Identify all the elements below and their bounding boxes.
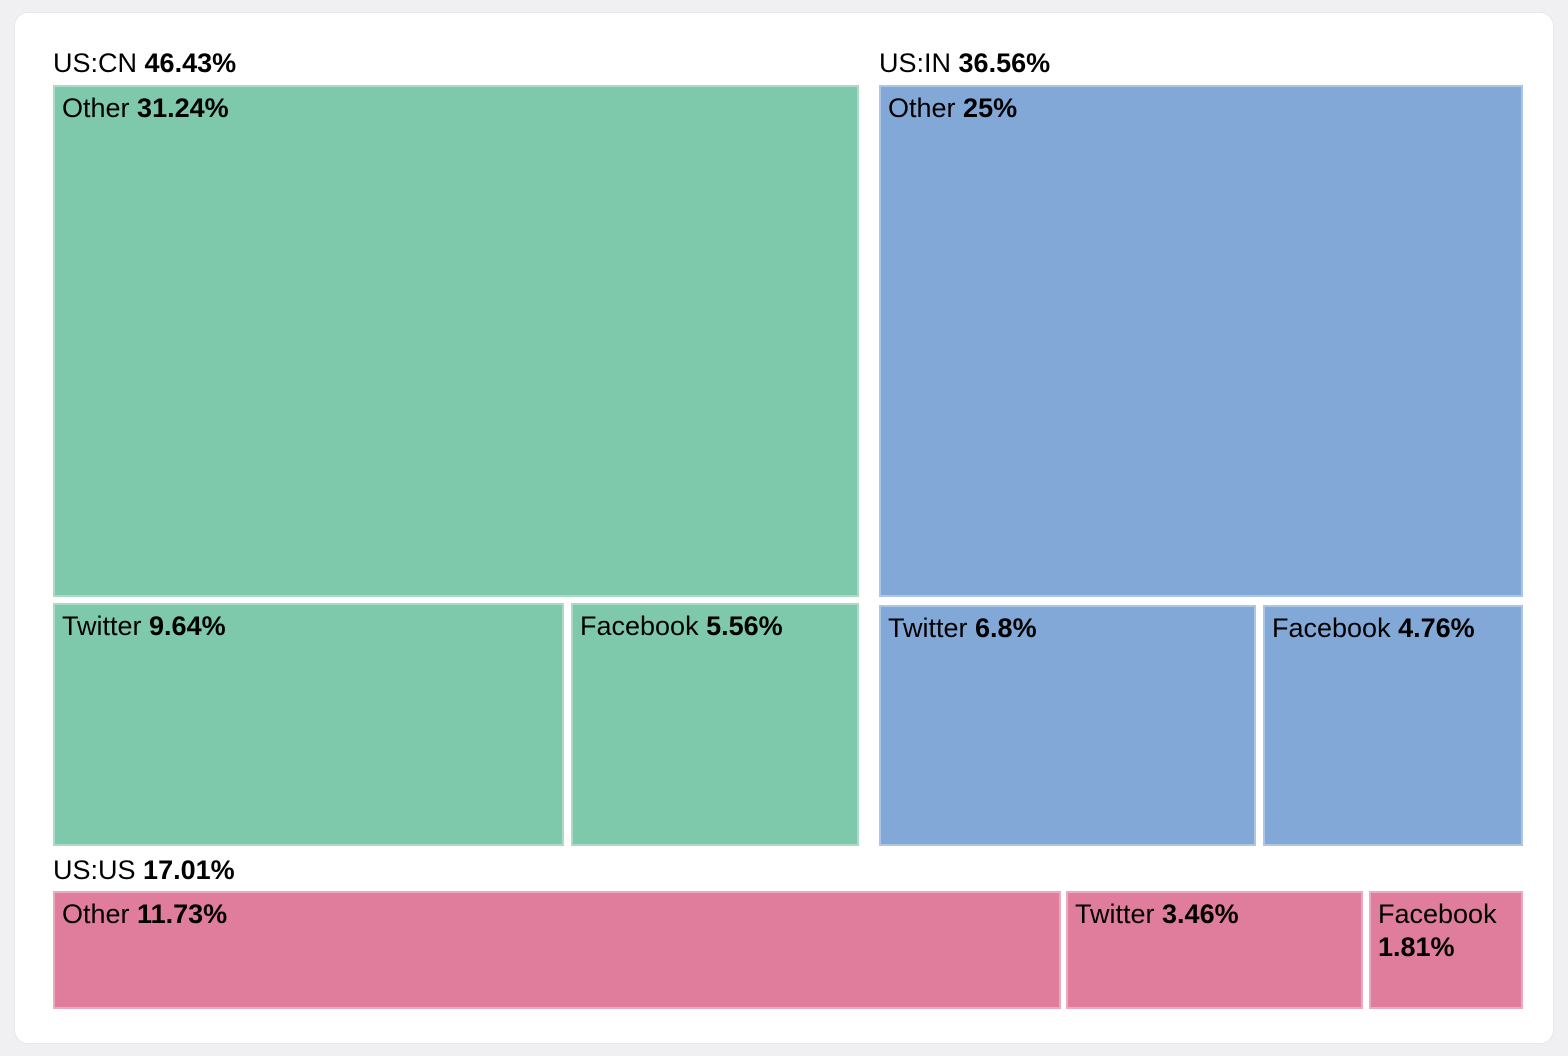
cell-label: Twitter 9.64%: [55, 605, 562, 643]
group-name: US:IN: [879, 48, 952, 78]
cell-label: Facebook 5.56%: [573, 605, 857, 643]
group-header-us-us[interactable]: US:US 17.01%: [53, 854, 235, 886]
cell-name: Other: [62, 899, 130, 929]
treemap-cell-us-cn-facebook[interactable]: Facebook 5.56%: [571, 603, 859, 846]
cell-percent: 6.8%: [975, 613, 1037, 643]
group-percent: 46.43%: [144, 48, 237, 78]
treemap-cell-us-in-facebook[interactable]: Facebook 4.76%: [1263, 605, 1523, 846]
cell-name: Other: [62, 93, 130, 123]
cell-name: Facebook: [1378, 899, 1497, 929]
cell-name: Other: [888, 93, 956, 123]
cell-label: Other 31.24%: [55, 87, 857, 125]
group-header-us-cn[interactable]: US:CN 46.43%: [53, 47, 236, 79]
cell-percent: 4.76%: [1398, 613, 1475, 643]
group-header-us-in[interactable]: US:IN 36.56%: [879, 47, 1050, 79]
group-name: US:CN: [53, 48, 138, 78]
treemap-cell-us-in-twitter[interactable]: Twitter 6.8%: [879, 605, 1256, 846]
cell-percent: 5.56%: [706, 611, 783, 641]
cell-name: Twitter: [888, 613, 968, 643]
cell-percent: 3.46%: [1162, 899, 1239, 929]
cell-label: Facebook 1.81%: [1371, 893, 1521, 964]
treemap-cell-us-in-other[interactable]: Other 25%: [879, 85, 1523, 597]
treemap-card: US:CN 46.43% Other 31.24% Twitter 9.64% …: [14, 12, 1554, 1044]
cell-percent: 1.81%: [1378, 932, 1455, 962]
cell-label: Other 25%: [881, 87, 1521, 125]
cell-percent: 25%: [963, 93, 1018, 123]
treemap-cell-us-us-twitter[interactable]: Twitter 3.46%: [1066, 891, 1363, 1009]
cell-percent: 11.73%: [137, 899, 228, 929]
treemap-chart: US:CN 46.43% Other 31.24% Twitter 9.64% …: [15, 13, 1553, 1043]
group-name: US:US: [53, 855, 136, 885]
treemap-cell-us-cn-other[interactable]: Other 31.24%: [53, 85, 859, 597]
cell-name: Twitter: [1075, 899, 1155, 929]
cell-name: Twitter: [62, 611, 142, 641]
cell-label: Facebook 4.76%: [1265, 607, 1521, 645]
cell-label: Twitter 6.8%: [881, 607, 1254, 645]
treemap-cell-us-us-other[interactable]: Other 11.73%: [53, 891, 1061, 1009]
treemap-cell-us-us-facebook[interactable]: Facebook 1.81%: [1369, 891, 1523, 1009]
group-percent: 17.01%: [143, 855, 235, 885]
cell-percent: 31.24%: [137, 93, 229, 123]
cell-percent: 9.64%: [149, 611, 226, 641]
cell-label: Other 11.73%: [55, 893, 1059, 931]
cell-name: Facebook: [1272, 613, 1391, 643]
group-percent: 36.56%: [958, 48, 1051, 78]
cell-label: Twitter 3.46%: [1068, 893, 1361, 931]
treemap-cell-us-cn-twitter[interactable]: Twitter 9.64%: [53, 603, 564, 846]
cell-name: Facebook: [580, 611, 699, 641]
